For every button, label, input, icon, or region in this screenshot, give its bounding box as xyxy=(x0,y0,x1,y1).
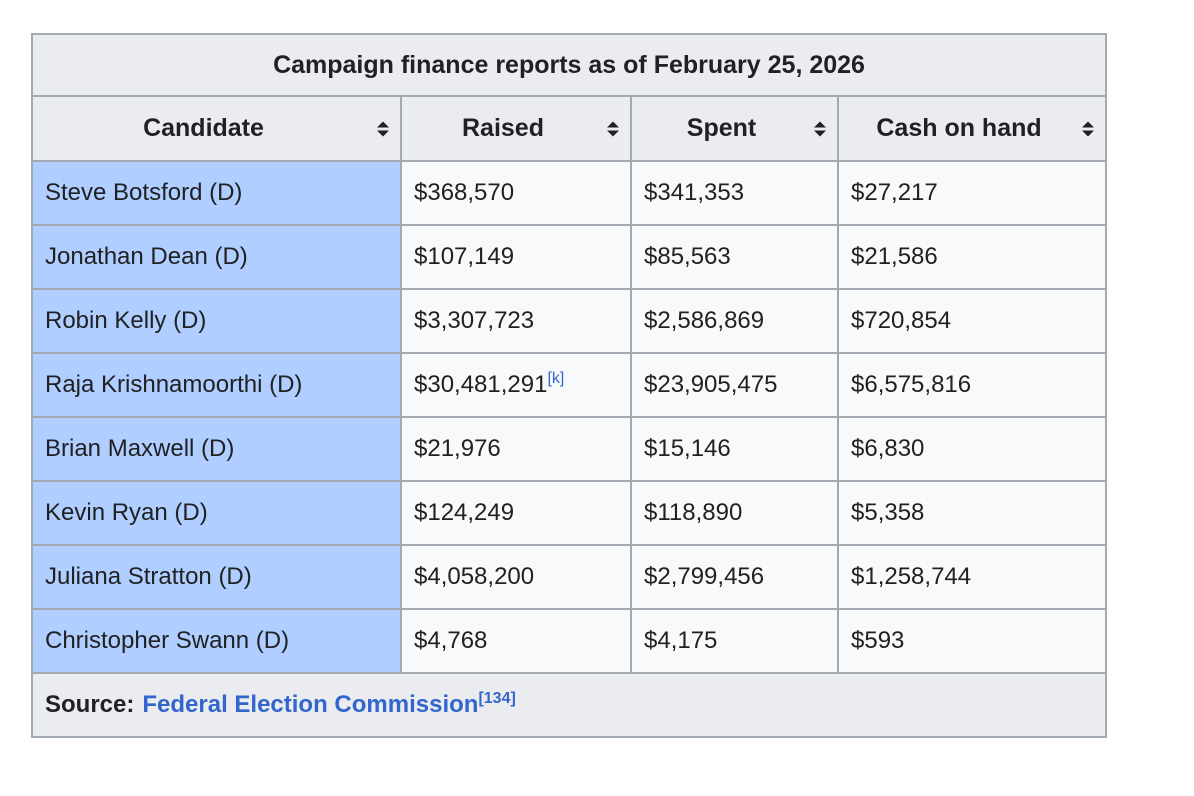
table-row: Christopher Swann (D) $4,768 $4,175 $593 xyxy=(31,608,1108,674)
cash-on-hand-cell: $593 xyxy=(836,608,1108,674)
table-row: Brian Maxwell (D) $21,976 $15,146 $6,830 xyxy=(31,416,1108,482)
cash-on-hand-cell: $27,217 xyxy=(836,160,1108,226)
sort-up-arrow-icon xyxy=(814,121,826,127)
spent-cell: $15,146 xyxy=(630,416,839,482)
sort-up-arrow-icon xyxy=(377,121,389,127)
candidate-cell: Kevin Ryan (D) xyxy=(31,480,402,546)
sort-icon xyxy=(814,121,826,136)
campaign-finance-table: Campaign finance reports as of February … xyxy=(30,33,1108,738)
sort-down-arrow-icon xyxy=(607,130,619,136)
footnote-k-link[interactable]: [k] xyxy=(547,370,565,387)
sort-down-arrow-icon xyxy=(814,130,826,136)
table-title: Campaign finance reports as of February … xyxy=(30,33,1108,97)
candidate-cell: Brian Maxwell (D) xyxy=(31,416,402,482)
table-row: Kevin Ryan (D) $124,249 $118,890 $5,358 xyxy=(31,480,1108,546)
spent-cell: $4,175 xyxy=(630,608,839,674)
table-row: Robin Kelly (D) $3,307,723 $2,586,869 $720,… xyxy=(31,288,1108,354)
column-header-raised[interactable]: Raised xyxy=(400,95,632,162)
source-cell: Source: Federal Election Commission[134] xyxy=(30,672,1108,738)
spent-cell: $2,586,869 xyxy=(630,288,839,354)
table-row: Juliana Stratton (D) $4,058,200 $2,799,456… xyxy=(31,544,1108,610)
column-header-cash-on-hand-label: Cash on hand xyxy=(876,114,1042,142)
cash-on-hand-cell: $6,575,816 xyxy=(836,352,1108,418)
source-label: Source: xyxy=(45,691,135,718)
finance-table-body: Steve Botsford (D) $368,570 $341,353 $27,21… xyxy=(31,160,1108,674)
header-row: Candidate Raised Spe xyxy=(31,95,1108,162)
cash-on-hand-cell: $5,358 xyxy=(836,480,1108,546)
sort-icon xyxy=(377,121,389,136)
sort-up-arrow-icon xyxy=(1082,121,1095,127)
sort-up-arrow-icon xyxy=(607,121,619,127)
sort-down-arrow-icon xyxy=(377,130,389,136)
raised-cell: $4,058,200 xyxy=(400,544,632,610)
table-row: Steve Botsford (D) $368,570 $341,353 $27,21… xyxy=(31,160,1108,226)
reference-134-link[interactable]: [134] xyxy=(478,690,516,707)
sort-icon xyxy=(1082,121,1095,136)
column-header-cash-on-hand[interactable]: Cash on hand xyxy=(836,95,1108,162)
sort-icon xyxy=(607,121,619,136)
column-header-spent-label: Spent xyxy=(686,114,757,142)
spent-cell: $23,905,475 xyxy=(630,352,839,418)
cash-on-hand-cell: $1,258,744 xyxy=(836,544,1108,610)
column-header-candidate-label: Candidate xyxy=(143,114,264,142)
candidate-cell: Jonathan Dean (D) xyxy=(31,224,402,290)
candidate-cell: Steve Botsford (D) xyxy=(31,160,402,226)
raised-cell: $4,768 xyxy=(400,608,632,674)
campaign-finance-table-wrap: Campaign finance reports as of February … xyxy=(30,33,1108,738)
column-header-candidate[interactable]: Candidate xyxy=(31,95,402,162)
raised-cell: $124,249 xyxy=(400,480,632,546)
spent-cell: $118,890 xyxy=(630,480,839,546)
source-link[interactable]: Federal Election Commission xyxy=(142,691,479,718)
table-row: Raja Krishnamoorthi (D) $30,481,291[k] $23… xyxy=(31,352,1108,418)
raised-cell: $368,570 xyxy=(400,160,632,226)
candidate-cell: Juliana Stratton (D) xyxy=(31,544,402,610)
raised-cell: $30,481,291[k] xyxy=(400,352,632,418)
spent-cell: $85,563 xyxy=(630,224,839,290)
cash-on-hand-cell: $6,830 xyxy=(836,416,1108,482)
raised-cell: $107,149 xyxy=(400,224,632,290)
raised-cell: $21,976 xyxy=(400,416,632,482)
title-row: Campaign finance reports as of February … xyxy=(30,33,1108,97)
cash-on-hand-cell: $21,586 xyxy=(836,224,1108,290)
candidate-cell: Raja Krishnamoorthi (D) xyxy=(31,352,402,418)
sort-down-arrow-icon xyxy=(1082,130,1095,136)
candidate-cell: Robin Kelly (D) xyxy=(31,288,402,354)
footer-row: Source: Federal Election Commission[134] xyxy=(30,672,1108,738)
column-header-spent[interactable]: Spent xyxy=(630,95,839,162)
table-row: Jonathan Dean (D) $107,149 $85,563 $21,586 xyxy=(31,224,1108,290)
candidate-cell: Christopher Swann (D) xyxy=(31,608,402,674)
spent-cell: $341,353 xyxy=(630,160,839,226)
column-header-raised-label: Raised xyxy=(462,114,544,142)
cash-on-hand-cell: $720,854 xyxy=(836,288,1108,354)
spent-cell: $2,799,456 xyxy=(630,544,839,610)
raised-cell: $3,307,723 xyxy=(400,288,632,354)
